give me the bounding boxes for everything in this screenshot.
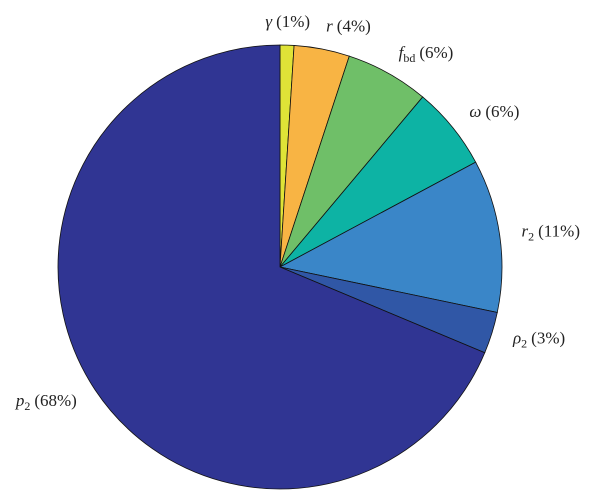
slice-name: r: [522, 221, 529, 240]
slice-name: r: [326, 16, 333, 35]
pie-slice: [57, 44, 486, 490]
slice-label: r (4%): [326, 16, 371, 35]
slice-value-label: (11%): [538, 221, 580, 240]
slice-name: f: [399, 43, 406, 62]
slice-label: γ (1%): [265, 12, 310, 31]
slice-name: γ: [265, 12, 273, 31]
slice-label: ρ2 (3%): [512, 328, 565, 350]
slice-label: p2 (68%): [15, 391, 77, 413]
slice-subscript: 2: [528, 229, 534, 243]
slice-value-label: (4%): [337, 16, 371, 35]
slice-value-label: (6%): [485, 102, 519, 121]
slice-subscript: 2: [521, 336, 527, 350]
slice-name: p: [15, 391, 25, 410]
slice-subscript: bd: [403, 51, 415, 65]
slice-value-label: (68%): [34, 391, 76, 410]
slice-label: ω (6%): [469, 102, 519, 121]
slice-subscript: 2: [24, 399, 30, 413]
slice-value-label: (1%): [276, 12, 310, 31]
slice-value-label: (6%): [419, 43, 453, 62]
slice-label: fbd (6%): [399, 43, 454, 65]
pie-slice: [278, 161, 503, 313]
slice-name: ω: [469, 102, 481, 121]
slice-name: ρ: [512, 328, 521, 347]
slice-label: r2 (11%): [522, 221, 580, 243]
slice-value-label: (3%): [531, 328, 565, 347]
